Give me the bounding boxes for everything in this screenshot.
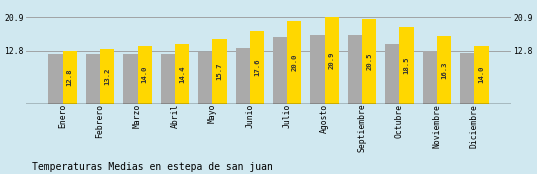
Text: 15.7: 15.7 xyxy=(216,62,222,80)
Text: 12.8: 12.8 xyxy=(67,68,73,86)
Bar xyxy=(385,44,400,104)
Bar xyxy=(310,35,325,104)
Bar xyxy=(423,51,437,104)
Text: 17.6: 17.6 xyxy=(254,58,260,76)
Bar xyxy=(86,54,100,104)
Bar xyxy=(325,17,339,104)
Text: 20.5: 20.5 xyxy=(366,52,372,70)
Bar xyxy=(137,46,152,104)
Bar xyxy=(348,35,362,104)
Text: 14.0: 14.0 xyxy=(478,66,484,83)
Text: 14.4: 14.4 xyxy=(179,65,185,83)
Bar xyxy=(212,39,227,104)
Bar xyxy=(175,44,189,104)
Bar xyxy=(287,21,301,104)
Bar xyxy=(273,37,287,104)
Bar xyxy=(474,46,489,104)
Bar xyxy=(437,36,451,104)
Text: 20.0: 20.0 xyxy=(291,53,297,71)
Text: 18.5: 18.5 xyxy=(404,57,410,74)
Text: 13.2: 13.2 xyxy=(104,68,110,85)
Bar xyxy=(400,27,413,104)
Bar xyxy=(63,51,77,104)
Text: 16.3: 16.3 xyxy=(441,61,447,79)
Bar xyxy=(236,48,250,104)
Bar xyxy=(460,53,474,104)
Bar xyxy=(362,19,376,104)
Bar xyxy=(48,54,63,104)
Bar xyxy=(198,52,212,104)
Bar xyxy=(161,54,175,104)
Text: 14.0: 14.0 xyxy=(142,66,148,83)
Bar xyxy=(100,49,114,104)
Bar xyxy=(124,54,137,104)
Bar xyxy=(250,31,264,104)
Text: Temperaturas Medias en estepa de san juan: Temperaturas Medias en estepa de san jua… xyxy=(32,162,273,172)
Text: 20.9: 20.9 xyxy=(329,52,335,69)
